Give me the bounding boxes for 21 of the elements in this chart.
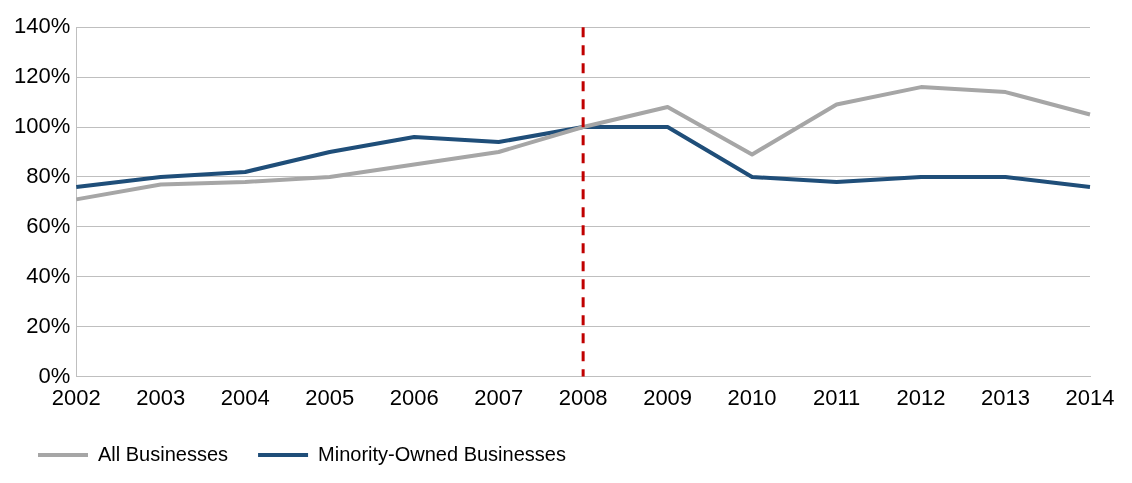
y-tick-label: 20% [26, 312, 71, 338]
x-tick-label: 2014 [1065, 384, 1115, 410]
y-tick-label: 80% [26, 163, 71, 189]
x-tick-label: 2006 [389, 384, 439, 410]
x-tick-label: 2007 [474, 384, 524, 410]
legend-label: All Businesses [98, 442, 229, 465]
x-tick-label: 2011 [812, 384, 861, 410]
x-tick-label: 2008 [558, 384, 608, 410]
x-tick-label: 2013 [981, 384, 1030, 410]
x-tick-label: 2009 [643, 384, 693, 410]
x-tick-label: 2004 [220, 384, 270, 410]
y-tick-label: 60% [26, 212, 71, 238]
x-tick-label: 2010 [727, 384, 777, 410]
y-tick-label: 120% [13, 63, 71, 89]
x-tick-label: 2012 [896, 384, 946, 410]
x-tick-label: 2003 [136, 384, 186, 410]
y-tick-label: 100% [13, 113, 71, 139]
legend-label: Minority-Owned Businesses [318, 442, 566, 465]
y-tick-label: 140% [13, 13, 71, 39]
y-tick-label: 40% [26, 262, 71, 288]
x-tick-label: 2005 [305, 384, 355, 410]
